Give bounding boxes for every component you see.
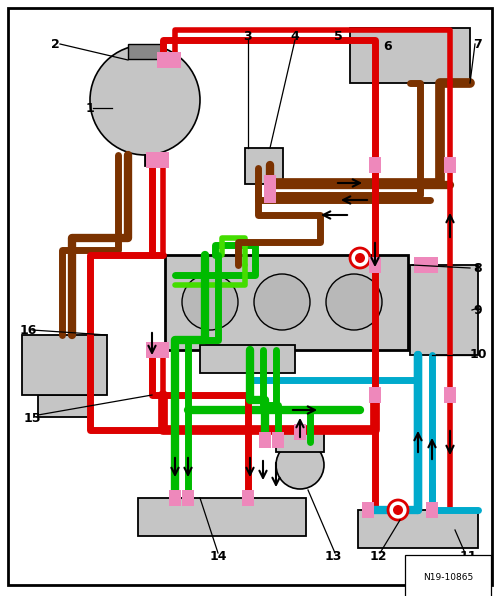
Text: 5: 5 (334, 29, 342, 42)
Bar (259, 432, 271, 448)
Text: 3: 3 (244, 29, 252, 42)
Circle shape (388, 500, 408, 520)
Circle shape (276, 441, 324, 489)
Bar (444, 157, 456, 173)
Bar (157, 152, 169, 168)
Bar (146, 342, 158, 358)
Bar (272, 432, 284, 448)
Text: 4: 4 (290, 29, 300, 42)
Bar (369, 257, 381, 273)
Text: 2: 2 (50, 38, 59, 51)
Bar (264, 175, 276, 191)
Bar (426, 257, 438, 273)
Bar (414, 257, 426, 273)
Circle shape (90, 45, 200, 155)
Bar (426, 502, 438, 518)
Bar (410, 265, 478, 355)
Bar (169, 490, 181, 506)
Text: 14: 14 (209, 550, 227, 563)
Text: 1: 1 (86, 101, 94, 114)
Bar (138, 498, 306, 536)
Bar (294, 424, 306, 440)
Text: 13: 13 (324, 550, 342, 563)
Bar (146, 152, 158, 168)
Bar (358, 510, 478, 548)
Text: N19-10865: N19-10865 (423, 573, 473, 582)
Bar (444, 387, 456, 403)
Bar (157, 52, 169, 68)
Text: 9: 9 (474, 303, 482, 316)
Text: 6: 6 (384, 39, 392, 52)
Text: 8: 8 (474, 262, 482, 275)
Text: 16: 16 (20, 324, 36, 337)
Bar (369, 387, 381, 403)
Text: 15: 15 (23, 411, 41, 424)
Bar (157, 342, 169, 358)
Bar (169, 52, 181, 68)
Text: 11: 11 (459, 550, 477, 563)
Text: 10: 10 (469, 349, 487, 362)
Bar (200, 345, 295, 373)
Bar (38, 395, 90, 417)
Bar (276, 432, 324, 452)
Text: 12: 12 (369, 550, 387, 563)
Text: 7: 7 (474, 38, 482, 51)
Bar (22, 335, 107, 395)
Circle shape (182, 274, 238, 330)
Circle shape (350, 248, 370, 268)
Bar (350, 28, 470, 83)
Bar (165, 255, 408, 350)
Bar (362, 502, 374, 518)
Circle shape (326, 274, 382, 330)
Bar (264, 187, 276, 203)
Circle shape (355, 253, 365, 263)
Circle shape (254, 274, 310, 330)
Bar (128, 44, 162, 59)
Bar (182, 490, 194, 506)
Bar (245, 148, 283, 184)
Bar (242, 490, 254, 506)
Circle shape (393, 505, 403, 515)
Bar (369, 157, 381, 173)
